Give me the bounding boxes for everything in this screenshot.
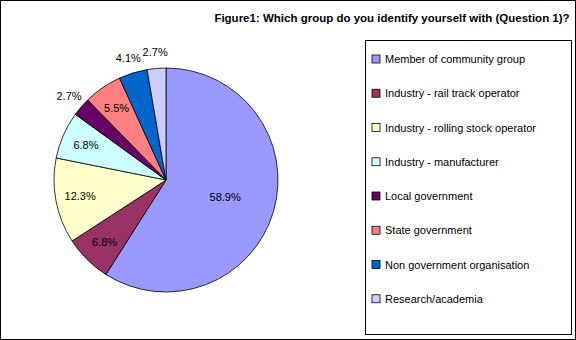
data-label: 2.7% (143, 46, 168, 58)
legend-swatch (372, 226, 380, 234)
data-label: 58.9% (210, 191, 241, 203)
data-label: 6.8% (92, 236, 117, 248)
legend-label: Industry - rail track operator (385, 87, 520, 99)
legend-swatch (372, 158, 380, 166)
legend-swatch (372, 124, 380, 132)
data-label: 4.1% (116, 52, 141, 64)
legend-frame (366, 41, 572, 335)
pie-slices (54, 68, 278, 292)
pie-slice (147, 68, 166, 180)
legend-swatch (372, 295, 380, 303)
legend-label: Industry - rolling stock operator (385, 122, 536, 134)
legend-swatch (372, 55, 380, 63)
data-label: 5.5% (104, 102, 129, 114)
data-label: 6.8% (73, 139, 98, 151)
data-labels: 58.9%6.8%12.3%6.8%2.7%5.5%4.1%2.7% (57, 46, 241, 248)
legend-label: State government (385, 224, 472, 236)
legend-label: Local government (385, 190, 472, 202)
chart-container: Figure1: Which group do you identify you… (0, 0, 576, 340)
legend-label: Member of community group (385, 53, 525, 65)
legend-swatch (372, 261, 380, 269)
legend: Member of community group Industry - rail… (366, 41, 572, 335)
legend-label: Research/academia (385, 293, 484, 305)
legend-label: Non government organisation (385, 259, 529, 271)
data-label: 12.3% (65, 190, 96, 202)
chart-svg: Figure1: Which group do you identify you… (0, 0, 576, 340)
legend-label: Industry - manufacturer (385, 156, 499, 168)
chart-frame (1, 1, 576, 340)
data-label: 2.7% (57, 90, 82, 102)
legend-swatch (372, 192, 380, 200)
legend-swatch (372, 89, 380, 97)
chart-title: Figure1: Which group do you identify you… (214, 12, 569, 24)
